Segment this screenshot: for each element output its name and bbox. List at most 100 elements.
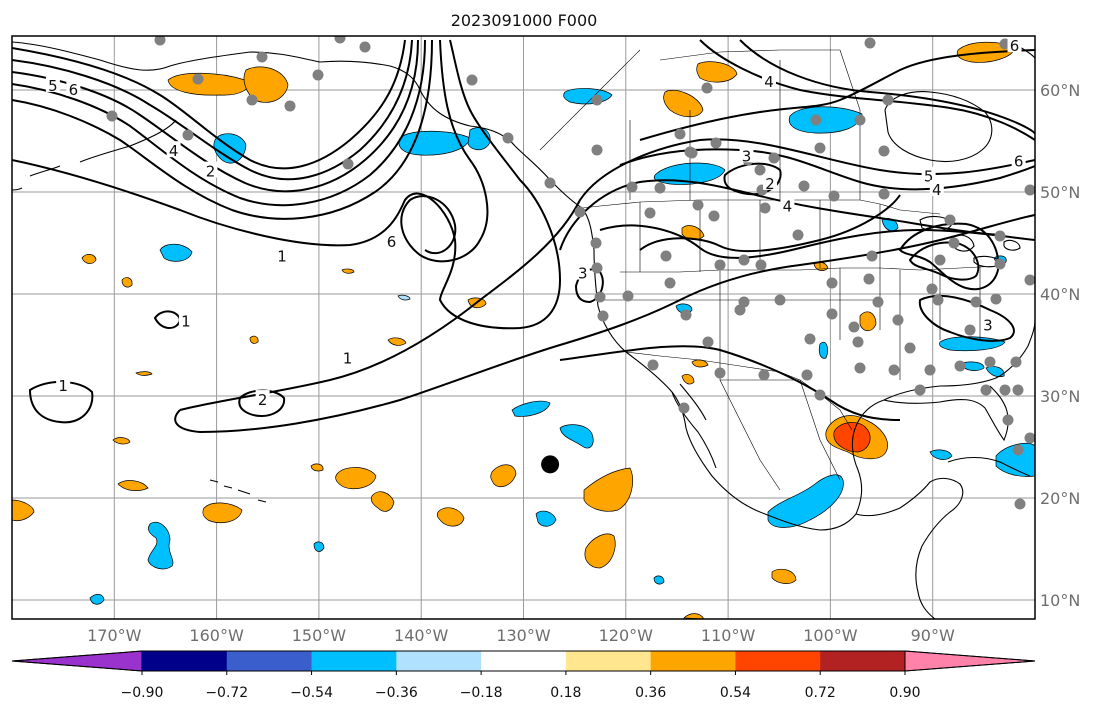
station-dot bbox=[964, 324, 976, 336]
station-dot bbox=[882, 94, 894, 106]
station-dot bbox=[544, 177, 556, 189]
station-dot bbox=[674, 128, 686, 140]
station-dot bbox=[924, 364, 936, 376]
station-dot bbox=[192, 73, 204, 85]
station-dot bbox=[878, 145, 890, 157]
contour-label: 3 bbox=[983, 317, 993, 335]
colorbar-tick-label: 0.36 bbox=[635, 685, 666, 701]
contour-label-bg bbox=[762, 71, 777, 88]
station-dot bbox=[848, 321, 860, 333]
station-dot bbox=[759, 202, 771, 214]
station-dot bbox=[714, 367, 726, 379]
lon-tick-label: 170°W bbox=[87, 626, 142, 645]
contour-label-bg bbox=[780, 196, 795, 213]
station-dot bbox=[758, 369, 770, 381]
shade-area bbox=[310, 463, 324, 472]
shade-area bbox=[559, 424, 594, 449]
station-dot bbox=[154, 36, 166, 46]
shade-area bbox=[985, 366, 1005, 378]
station-dot bbox=[864, 37, 876, 49]
shade-area bbox=[788, 106, 863, 134]
station-dot bbox=[854, 114, 866, 126]
station-dot bbox=[590, 237, 602, 249]
station-dot bbox=[1010, 356, 1022, 368]
station-dot bbox=[948, 237, 960, 249]
station-dot bbox=[798, 180, 810, 192]
station-dot bbox=[594, 291, 606, 303]
latitude-axis: 60°N 50°N 40°N 30°N 20°N 10°N bbox=[1040, 81, 1080, 610]
station-dot bbox=[792, 229, 804, 241]
station-dot bbox=[1012, 384, 1024, 396]
contour-label: 1 bbox=[277, 247, 287, 265]
station-dot bbox=[854, 362, 866, 374]
station-dot bbox=[654, 182, 666, 194]
station-dot bbox=[1002, 414, 1014, 426]
contour-label-bg bbox=[340, 348, 355, 365]
contour-label-bg bbox=[739, 146, 754, 163]
contour-label-bg bbox=[921, 166, 936, 183]
station-dot bbox=[999, 384, 1011, 396]
contour-label: 3 bbox=[578, 265, 588, 283]
colorbar-tick-label: 0.18 bbox=[550, 685, 581, 701]
colorbar-segment bbox=[565, 651, 652, 671]
station-dot bbox=[626, 181, 638, 193]
lon-tick-label: 90°W bbox=[911, 626, 955, 645]
shade-area bbox=[243, 66, 289, 103]
station-dot bbox=[701, 82, 713, 94]
station-dot bbox=[814, 389, 826, 401]
colorbar-tick-label: 0.54 bbox=[720, 685, 751, 701]
shade-area bbox=[818, 341, 828, 359]
station-dot bbox=[246, 94, 258, 106]
contour-label: 2 bbox=[258, 391, 268, 409]
colorbar-tick-label: −0.72 bbox=[205, 685, 248, 701]
lon-tick-label: 150°W bbox=[292, 626, 347, 645]
station-dot bbox=[312, 69, 324, 81]
station-markers bbox=[106, 36, 1035, 510]
station-dot bbox=[892, 314, 904, 326]
station-dot bbox=[984, 356, 996, 368]
station-dot bbox=[622, 290, 634, 302]
station-dot bbox=[932, 294, 944, 306]
contour-label-bg bbox=[56, 375, 71, 392]
station-dot bbox=[990, 293, 1002, 305]
station-dot bbox=[680, 309, 692, 321]
lon-tick-label: 110°W bbox=[701, 626, 756, 645]
station-dot bbox=[334, 36, 346, 44]
shade-area bbox=[653, 575, 665, 585]
station-dot bbox=[970, 296, 982, 308]
lat-tick-label: 40°N bbox=[1040, 285, 1080, 304]
shade-area bbox=[583, 467, 633, 512]
shade-area bbox=[436, 507, 465, 527]
colorbar-tick-label: 0.72 bbox=[805, 685, 836, 701]
shade-area bbox=[767, 474, 844, 528]
shade-area bbox=[387, 337, 407, 346]
station-dot bbox=[710, 137, 722, 149]
station-dot bbox=[466, 74, 478, 86]
colorbar: −0.90 −0.72 −0.54 −0.36 −0.18 0.18 0.36 0.54 0.7… bbox=[11, 650, 1036, 701]
map-frame bbox=[11, 35, 1036, 620]
lat-tick-label: 10°N bbox=[1040, 591, 1080, 610]
shade-area bbox=[833, 422, 871, 453]
lat-tick-label: 60°N bbox=[1040, 81, 1080, 100]
station-dot bbox=[828, 190, 840, 202]
station-dot bbox=[1014, 498, 1026, 510]
colorbar-segment bbox=[650, 651, 736, 671]
station-dot bbox=[914, 384, 926, 396]
shade-area bbox=[370, 491, 395, 512]
station-dot bbox=[708, 210, 720, 222]
contour-label: 6 bbox=[1014, 152, 1024, 170]
station-dot bbox=[810, 114, 822, 126]
station-dot bbox=[904, 342, 916, 354]
contour-label-bg bbox=[178, 311, 193, 328]
contour-label-bg bbox=[384, 231, 399, 248]
station-dot bbox=[714, 259, 726, 271]
shade-area bbox=[995, 442, 1035, 477]
station-dot bbox=[872, 296, 884, 308]
shade-area bbox=[467, 127, 491, 151]
station-dot bbox=[852, 336, 864, 348]
contour-label-bg bbox=[1011, 151, 1026, 168]
anomaly-shading bbox=[12, 41, 1035, 619]
colorbar-segment bbox=[820, 651, 906, 671]
contour-label-bg bbox=[929, 179, 944, 196]
